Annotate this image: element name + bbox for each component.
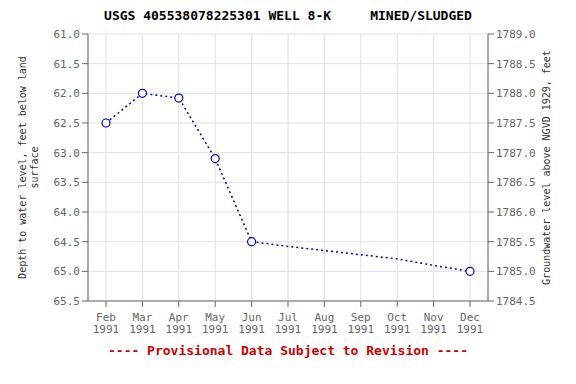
svg-text:1784.5: 1784.5 bbox=[496, 295, 536, 308]
svg-text:64.5: 64.5 bbox=[54, 236, 81, 249]
svg-text:Mar1991: Mar1991 bbox=[129, 311, 156, 336]
svg-text:1788.0: 1788.0 bbox=[496, 87, 536, 100]
svg-text:62.5: 62.5 bbox=[54, 117, 81, 130]
html-text:---- Provisional Data Subject: ---- Provisional Data Subject to Revisio… bbox=[108, 343, 468, 358]
svg-text:Depth to water level, feet bel: Depth to water level, feet below landsur… bbox=[17, 56, 40, 279]
svg-text:1785.0: 1785.0 bbox=[496, 265, 536, 278]
svg-text:61.5: 61.5 bbox=[54, 58, 81, 71]
svg-text:64.0: 64.0 bbox=[54, 206, 81, 219]
html-text:USGS 405538078225301 WELL 8-K: USGS 405538078225301 WELL 8-K MINED/SLUD… bbox=[104, 8, 472, 23]
svg-text:61.0: 61.0 bbox=[54, 28, 81, 41]
svg-text:May1991: May1991 bbox=[202, 311, 229, 336]
svg-text:62.0: 62.0 bbox=[54, 87, 81, 100]
svg-text:Jul1991: Jul1991 bbox=[275, 311, 302, 336]
svg-text:1787.0: 1787.0 bbox=[496, 147, 536, 160]
svg-text:Dec1991: Dec1991 bbox=[457, 311, 484, 336]
svg-text:Apr1991: Apr1991 bbox=[166, 311, 193, 336]
svg-text:63.5: 63.5 bbox=[54, 176, 81, 189]
svg-text:Aug1991: Aug1991 bbox=[311, 311, 338, 336]
svg-text:1788.5: 1788.5 bbox=[496, 58, 536, 71]
svg-text:1785.5: 1785.5 bbox=[496, 236, 536, 249]
svg-text:Sep1991: Sep1991 bbox=[348, 311, 375, 336]
svg-text:Oct1991: Oct1991 bbox=[384, 311, 411, 336]
svg-text:65.0: 65.0 bbox=[54, 265, 81, 278]
svg-text:1789.0: 1789.0 bbox=[496, 28, 536, 41]
svg-text:Nov1991: Nov1991 bbox=[420, 311, 447, 336]
svg-text:63.0: 63.0 bbox=[54, 147, 81, 160]
svg-text:1787.5: 1787.5 bbox=[496, 117, 536, 130]
svg-text:1786.5: 1786.5 bbox=[496, 176, 536, 189]
svg-text:65.5: 65.5 bbox=[54, 295, 81, 308]
svg-text:Groundwater level above NGVD 1: Groundwater level above NGVD 1929, feet bbox=[541, 50, 552, 285]
svg-text:1786.0: 1786.0 bbox=[496, 206, 536, 219]
svg-text:Feb1991: Feb1991 bbox=[93, 311, 120, 336]
svg-text:Jun1991: Jun1991 bbox=[238, 311, 265, 336]
